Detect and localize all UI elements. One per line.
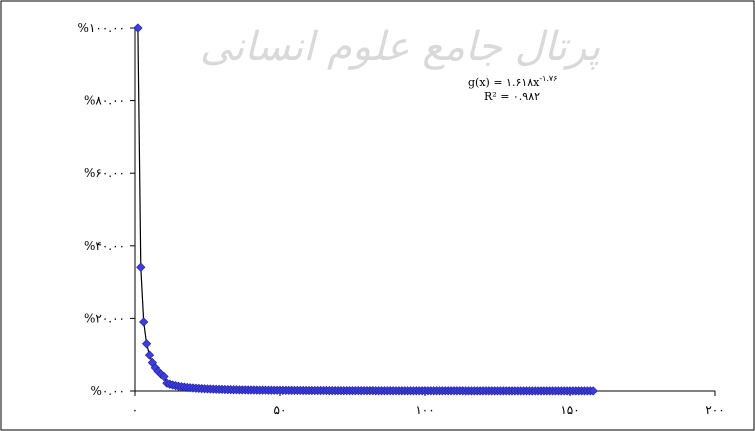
y-tick-label: %۸۰.۰۰	[84, 94, 125, 108]
svg-text:g(x) = ۱.۶۱۸x-۱.۷۶: g(x) = ۱.۶۱۸x-۱.۷۶	[468, 74, 558, 89]
data-point	[141, 339, 152, 349]
x-tick-label: ۲۰۰	[705, 403, 724, 417]
data-point	[588, 386, 598, 396]
x-tick-label: ۰	[132, 403, 138, 417]
y-tick-label: %۱۰۰.۰۰	[78, 21, 125, 35]
y-tick-label: %۰.۰۰	[90, 384, 125, 398]
data-point	[136, 262, 146, 272]
y-axis: %۰.۰۰ %۲۰.۰۰ %۴۰.۰۰ %۶۰.۰۰ %۸۰.۰۰ %۱۰۰.۰۰	[78, 21, 136, 398]
data-point	[144, 350, 155, 360]
y-tick-label: %۴۰.۰۰	[84, 239, 125, 253]
trendline-annotation: g(x) = ۱.۶۱۸x-۱.۷۶ R² = ۰.۹۸۲	[468, 74, 558, 103]
data-point	[133, 23, 143, 33]
x-tick-label: ۱۵۰	[560, 403, 579, 417]
x-tick-label: ۱۰۰	[415, 403, 434, 417]
trendline-r-squared: R² = ۰.۹۸۲	[484, 90, 540, 103]
data-point	[159, 371, 169, 382]
trendline-exponent: -۱.۷۶	[539, 74, 557, 83]
y-tick-label: %۲۰.۰۰	[84, 311, 125, 325]
x-tick-label: ۵۰	[274, 403, 287, 417]
trendline-equation: g(x) = ۱.۶۱۸x	[468, 76, 540, 89]
y-tick-label: %۶۰.۰۰	[84, 166, 125, 180]
watermark-text: پرتال جامع علوم انسانی	[200, 24, 601, 70]
data-point	[139, 317, 149, 327]
series-group	[133, 23, 598, 396]
